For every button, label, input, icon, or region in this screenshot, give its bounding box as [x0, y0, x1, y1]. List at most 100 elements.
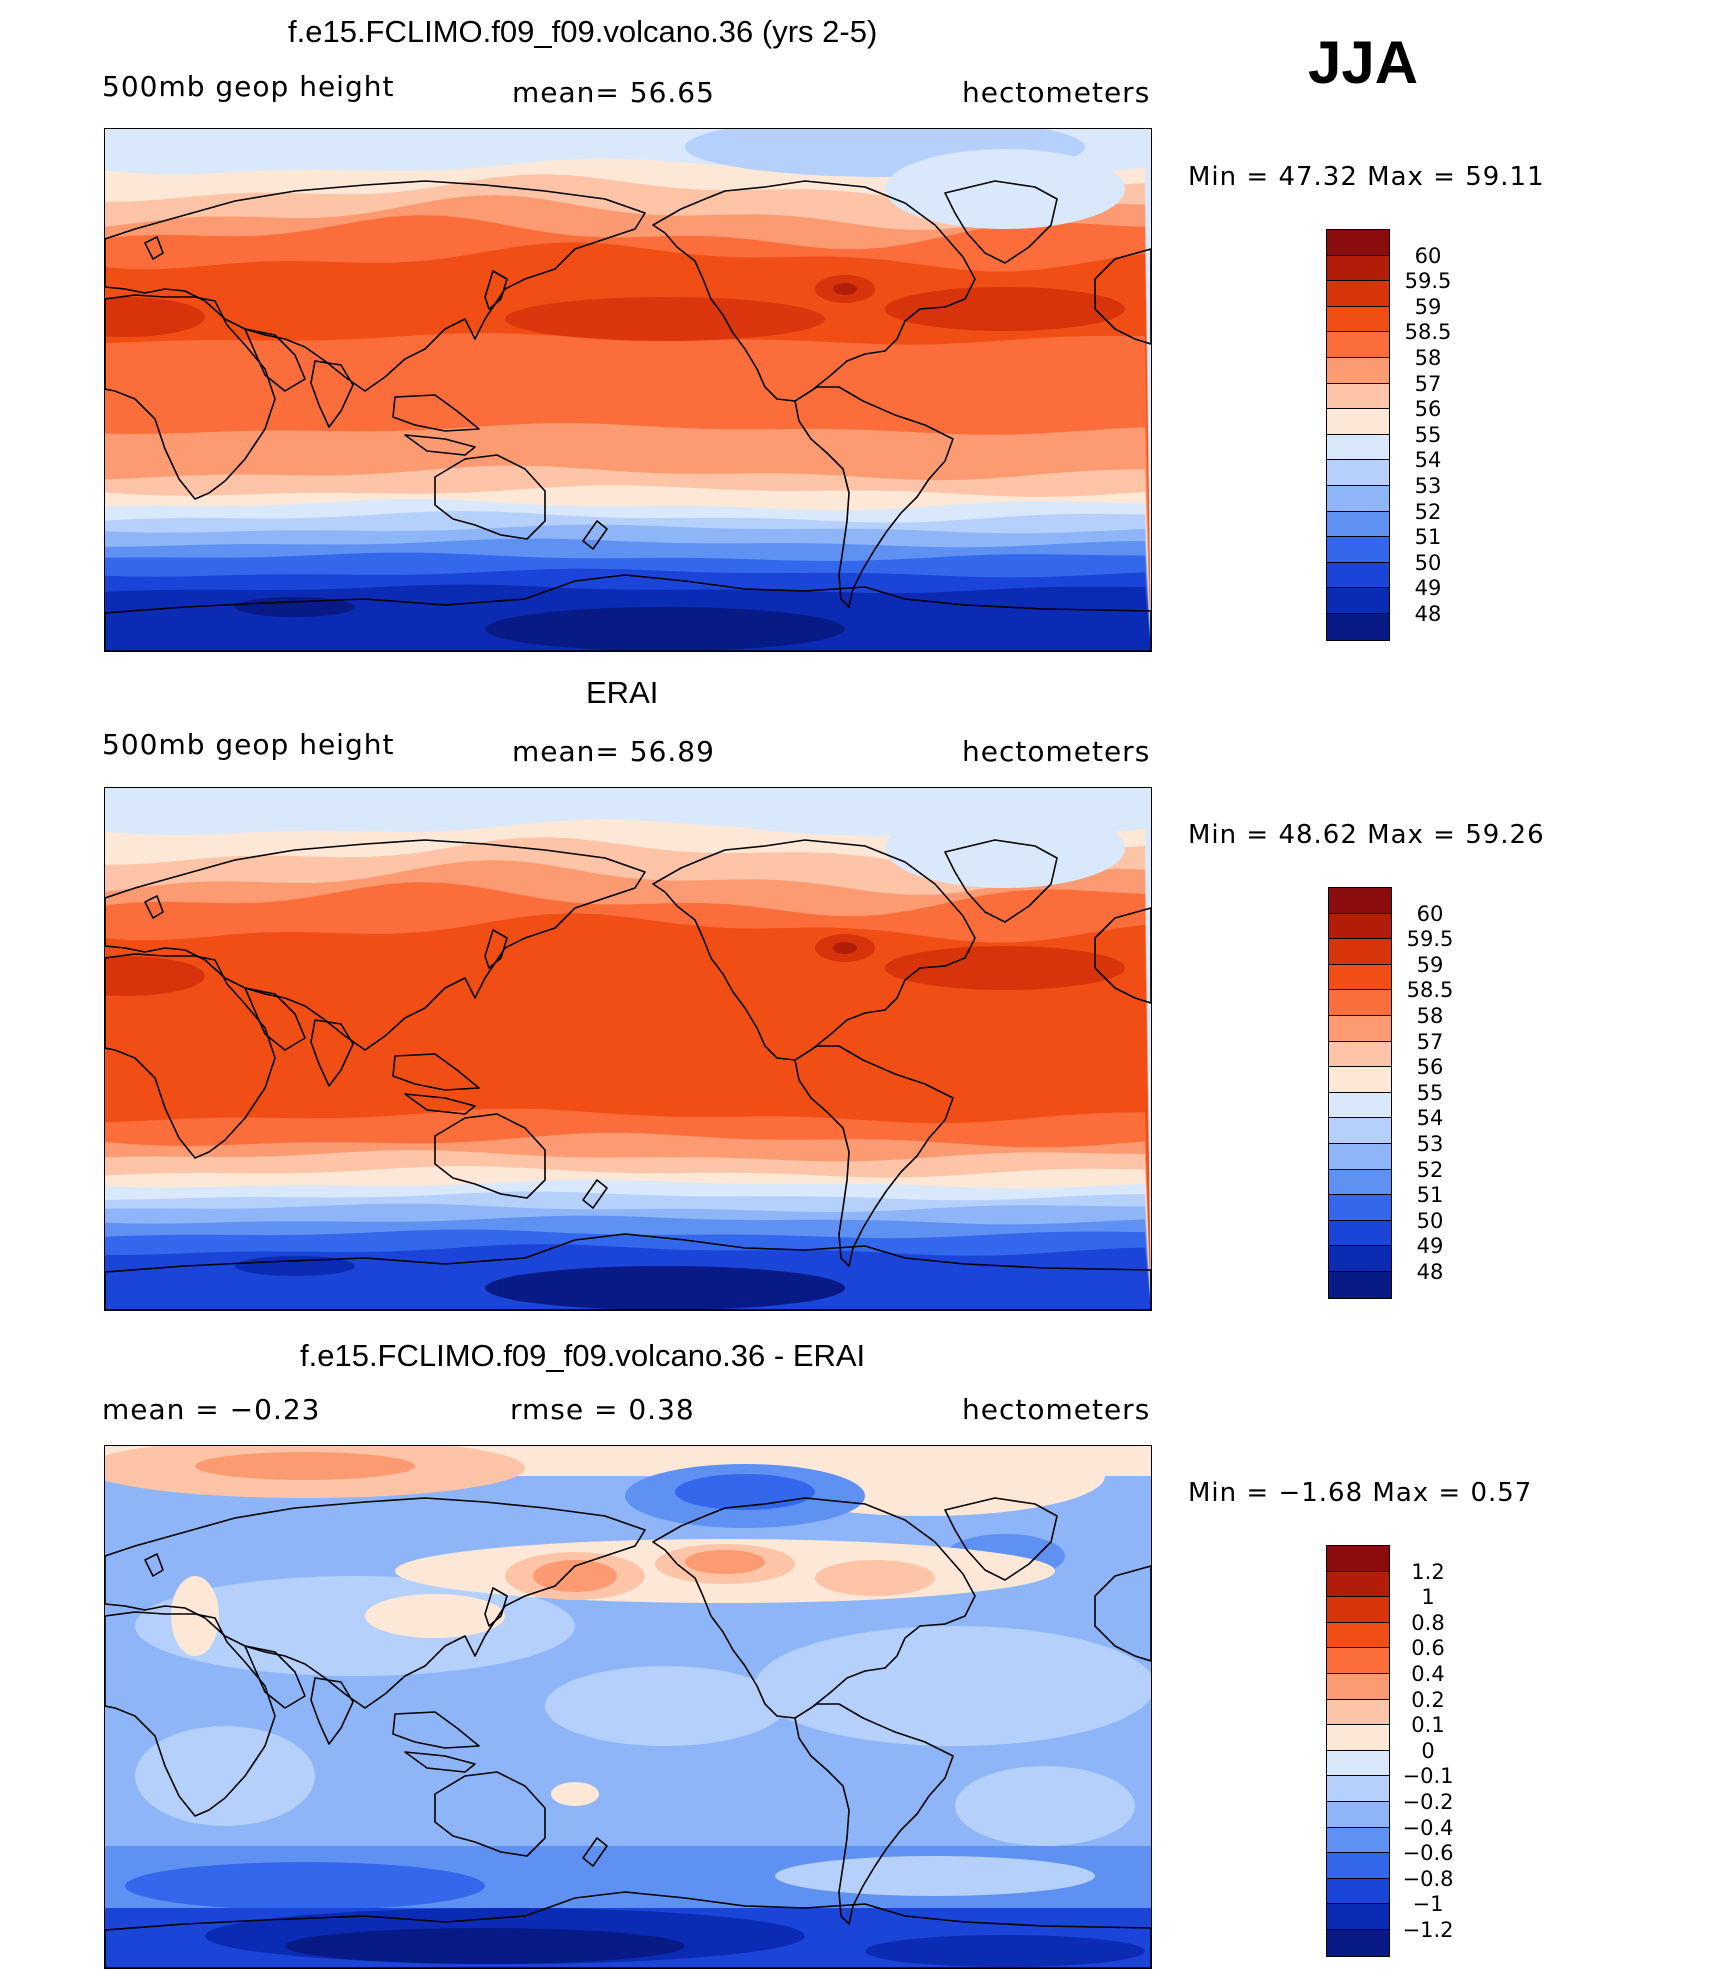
colorbar-swatch	[1327, 1827, 1389, 1854]
coastline	[105, 1497, 646, 1709]
colorbar-tick-label: −0.1	[1402, 1764, 1454, 1789]
colorbar-tick-label: 1	[1421, 1585, 1435, 1610]
min-max-label: Min = 48.62 Max = 59.26	[1188, 820, 1545, 850]
coastline	[944, 180, 1058, 264]
coastline	[310, 1677, 354, 1745]
colorbar-tick-label: 57	[1414, 371, 1442, 396]
colorbar-tick-label: 60	[1414, 243, 1442, 268]
units-label: hectometers	[962, 735, 1151, 768]
colorbar-tick-label: 48	[1416, 1260, 1444, 1284]
colorbar-tick-label: 51	[1416, 1183, 1444, 1208]
colorbar-tick-label: 56	[1416, 1055, 1444, 1080]
coastline	[582, 1837, 608, 1867]
map-svg	[105, 1446, 1151, 1968]
colorbar-swatch	[1327, 562, 1389, 589]
colorbar-swatch	[1327, 409, 1389, 435]
colorbar-swatch	[1327, 1571, 1389, 1598]
coastline	[310, 360, 354, 428]
colorbar-tick-label: 59	[1414, 294, 1442, 319]
colorbar-tick-label: 0.6	[1411, 1636, 1445, 1661]
season-label: JJA	[1308, 29, 1419, 96]
colorbar-swatch	[1329, 1195, 1391, 1221]
coastline	[105, 294, 276, 500]
colorbar-tick-label: 59.5	[1404, 269, 1452, 294]
coastline	[434, 1771, 546, 1857]
colorbar-swatch	[1329, 913, 1391, 940]
colorbar-tick-label: 52	[1416, 1157, 1444, 1182]
coastline	[794, 1045, 954, 1267]
colorbar-tick-label: 58	[1414, 346, 1442, 370]
coastline	[582, 520, 608, 550]
colorbar-swatch	[1327, 460, 1389, 486]
colorbar-swatch	[1327, 1904, 1389, 1930]
coastline	[484, 929, 508, 969]
colorbar-swatch	[1327, 485, 1389, 512]
coastline	[404, 434, 476, 456]
colorbar-tick-label: 50	[1414, 550, 1442, 575]
coastline	[392, 394, 480, 432]
coastline	[404, 1093, 476, 1115]
contour-map	[104, 787, 1152, 1311]
colorbar-swatch	[1329, 1067, 1391, 1093]
contour-map	[104, 1445, 1152, 1969]
colorbar-tick-label: −1.2	[1402, 1918, 1454, 1942]
colorbar-swatch	[1327, 434, 1389, 461]
coastline	[1094, 248, 1151, 345]
colorbar-tick-label: 0.1	[1411, 1713, 1445, 1738]
colorbar-swatch	[1329, 990, 1391, 1016]
colorbar-swatch	[1327, 230, 1389, 256]
colorbar-tick-label: 0.2	[1411, 1687, 1445, 1712]
colorbar-tick-label: 1.2	[1411, 1559, 1445, 1584]
map-svg	[105, 129, 1151, 651]
colorbar-swatch	[1327, 1853, 1389, 1879]
colorbar-tick-label: 59.5	[1406, 927, 1454, 952]
coastline	[582, 1179, 608, 1209]
colorbar-swatch	[1327, 281, 1389, 307]
coastline	[652, 1497, 976, 1719]
rmse-label: rmse = 0.38	[510, 1393, 695, 1426]
colorbar-swatch	[1329, 1169, 1391, 1196]
colorbar-tick-label: 0	[1421, 1738, 1435, 1763]
min-max-label: Min = −1.68 Max = 0.57	[1188, 1478, 1533, 1508]
min-max-label: Min = 47.32 Max = 59.11	[1188, 162, 1545, 192]
coastline	[392, 1711, 480, 1749]
colorbar-swatch	[1329, 964, 1391, 991]
colorbar-swatch	[1327, 1622, 1389, 1649]
coastline	[105, 574, 1151, 651]
coastline	[794, 1703, 954, 1925]
colorbar-tick-label: 0.4	[1411, 1662, 1445, 1686]
units-label: hectometers	[962, 1393, 1151, 1426]
colorbar-tick-label: 50	[1416, 1208, 1444, 1233]
colorbar-swatch	[1329, 1220, 1391, 1247]
coastline	[484, 270, 508, 310]
colorbar-swatch	[1329, 1246, 1391, 1272]
colorbar-tick-label: −0.4	[1402, 1815, 1454, 1840]
colorbar-swatch	[1327, 332, 1389, 358]
colorbar-tick-label: 53	[1414, 474, 1442, 498]
coastline	[434, 454, 546, 540]
colorbar-swatch	[1329, 1271, 1391, 1298]
colorbar-swatch	[1327, 1750, 1389, 1777]
colorbar-swatch	[1327, 1546, 1389, 1572]
colorbar-tick-label: 56	[1414, 397, 1442, 422]
mean-label: mean = −0.23	[102, 1393, 321, 1426]
coastline	[105, 180, 646, 392]
colorbar-swatch	[1327, 1648, 1389, 1674]
coastline	[1094, 1565, 1151, 1662]
colorbar-swatch	[1327, 1878, 1389, 1905]
colorbar-tick-label: 51	[1414, 525, 1442, 550]
colorbar-tick-label: 49	[1414, 576, 1442, 601]
colorbar-swatch	[1329, 1092, 1391, 1119]
coastline	[944, 1497, 1058, 1581]
colorbar-swatch	[1329, 1118, 1391, 1144]
colorbar-swatch	[1329, 1143, 1391, 1170]
colorbar-tick-label: 49	[1416, 1234, 1444, 1259]
coastline	[310, 1019, 354, 1087]
coastline	[404, 1751, 476, 1773]
coastline	[652, 839, 976, 1061]
colorbar-swatch	[1327, 255, 1389, 282]
colorbar-swatch	[1327, 511, 1389, 538]
coastline	[244, 987, 306, 1051]
coastline	[144, 895, 164, 919]
colorbar-tick-label: 54	[1414, 448, 1442, 473]
